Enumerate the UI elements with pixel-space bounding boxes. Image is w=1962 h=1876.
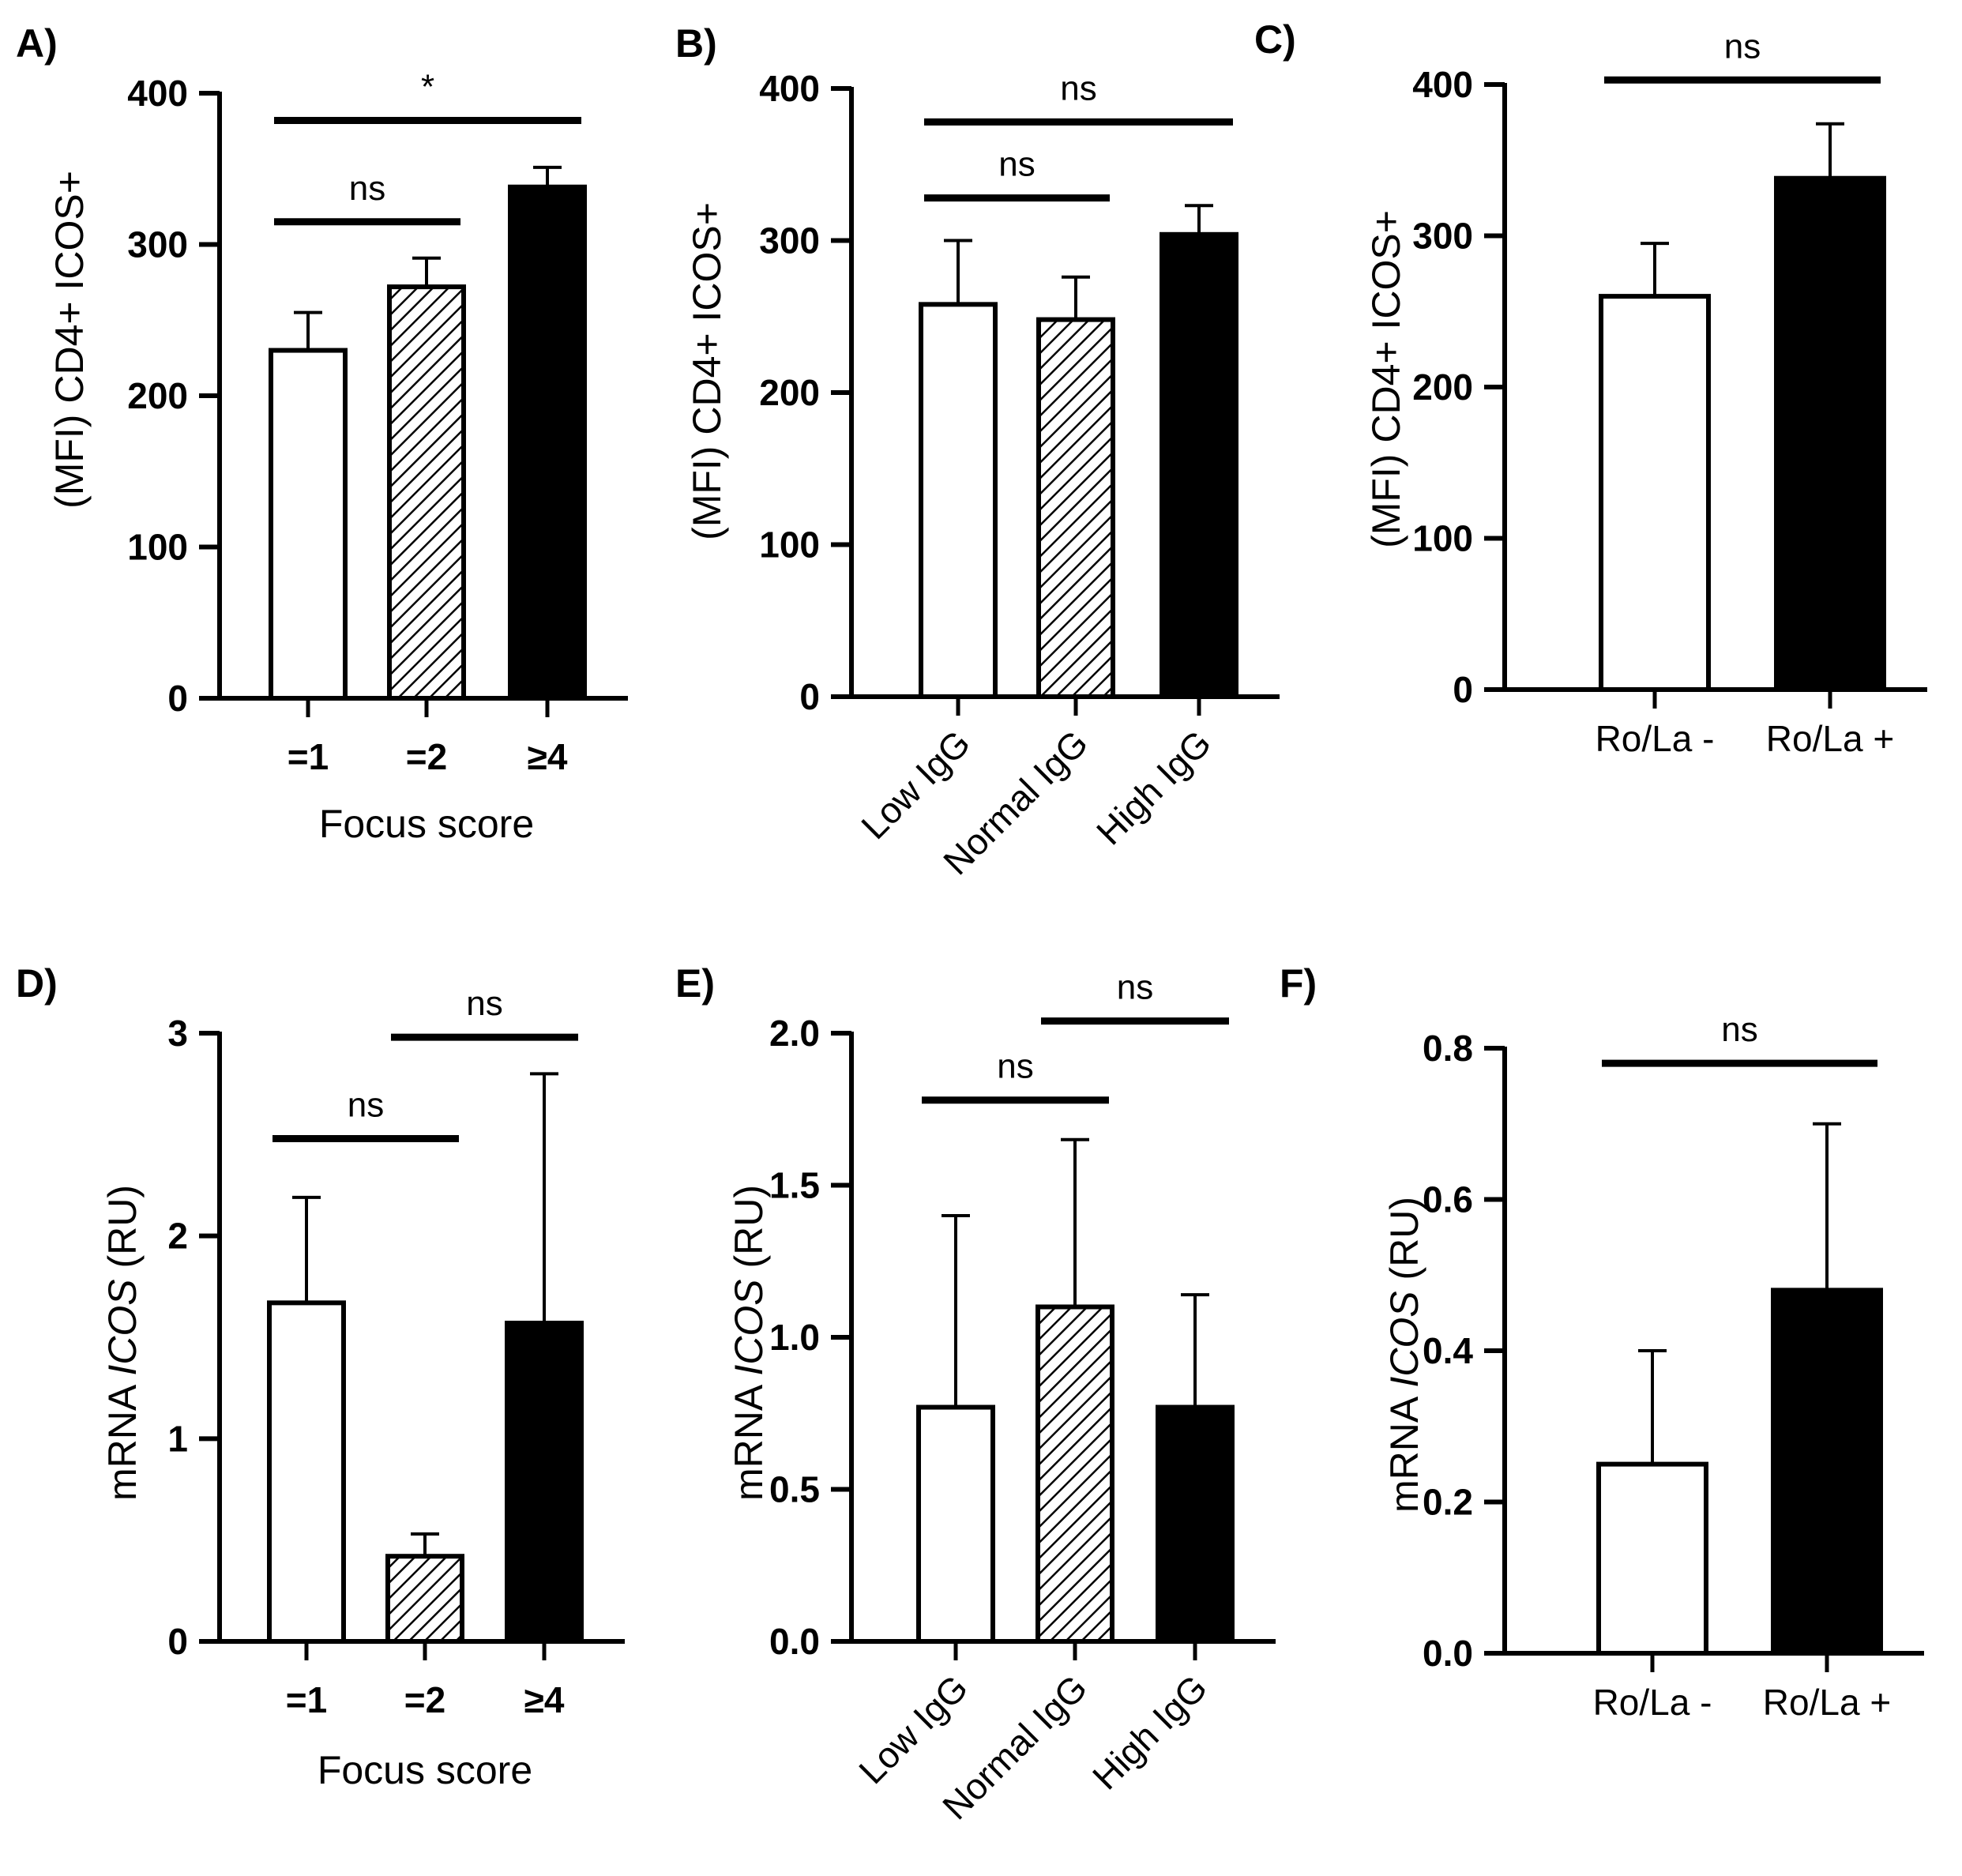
significance-label: ns bbox=[1060, 69, 1096, 107]
y-axis-title-part: ICOS bbox=[1382, 1291, 1426, 1387]
y-axis-title-part: mRNA bbox=[100, 1376, 145, 1501]
y-tick-label: 0.0 bbox=[769, 1621, 820, 1662]
bar-high-igg bbox=[1156, 1404, 1235, 1645]
bar-normal-igg bbox=[1036, 1304, 1114, 1644]
y-axis-title-part: ICOS bbox=[727, 1279, 771, 1375]
y-tick-label: 100 bbox=[127, 527, 188, 568]
panel-letter: C) bbox=[1254, 17, 1296, 62]
significance-label: ns bbox=[997, 1047, 1033, 1086]
category-label: Ro/La + bbox=[1766, 718, 1894, 759]
category-label: =1 bbox=[286, 1679, 327, 1720]
panel-letter: D) bbox=[16, 961, 58, 1006]
bar-4 bbox=[508, 184, 587, 701]
panel-a: A) 0 100 200 300 400 (MFI) CD4+ ICOS+ =1 =2 ≥4 Foc… bbox=[16, 21, 628, 846]
category-label: ≥4 bbox=[528, 736, 568, 777]
y-tick-label: 200 bbox=[127, 375, 188, 416]
y-tick-label: 1 bbox=[167, 1418, 188, 1459]
category-label: Ro/La - bbox=[1593, 1682, 1712, 1723]
significance-label: ns bbox=[1724, 27, 1761, 66]
y-tick-label: 300 bbox=[1412, 216, 1473, 257]
y-tick-label: 200 bbox=[1412, 367, 1473, 408]
y-tick-label: 0 bbox=[1453, 669, 1473, 710]
panel-d: D) 0 1 2 3 mRNA ICOS (RU) =1 =2 ≥4 Focus score ns n… bbox=[16, 961, 625, 1792]
category-label: =1 bbox=[288, 736, 329, 777]
y-axis-title-part: mRNA bbox=[727, 1376, 771, 1501]
panel-letter: E) bbox=[675, 961, 715, 1006]
y-axis-title-part: ICOS bbox=[100, 1279, 145, 1375]
y-tick-label: 0 bbox=[167, 678, 188, 719]
bar-low-igg bbox=[919, 302, 998, 699]
y-tick-label: 0 bbox=[167, 1621, 188, 1662]
panel-c: C) 0 100 200 300 400 (MFI) CD4+ ICOS+ Ro/La - Ro… bbox=[1254, 17, 1927, 759]
bar-2 bbox=[385, 1554, 464, 1644]
y-tick-label: 3 bbox=[167, 1013, 188, 1054]
y-axis-title: mRNA ICOS (RU) bbox=[100, 1185, 145, 1501]
category-label: =2 bbox=[406, 736, 447, 777]
y-axis-title: (MFI) CD4+ ICOS+ bbox=[47, 171, 92, 509]
category-label: ≥4 bbox=[524, 1679, 565, 1720]
y-tick-label: 2 bbox=[167, 1216, 188, 1257]
category-label: =2 bbox=[404, 1679, 445, 1720]
y-axis-title: mRNA ICOS (RU) bbox=[1382, 1197, 1426, 1513]
bar-ro-la bbox=[1599, 294, 1711, 692]
significance-label: ns bbox=[1117, 968, 1153, 1007]
category-label: Ro/La + bbox=[1763, 1682, 1891, 1723]
significance-label: * bbox=[421, 67, 434, 106]
y-tick-label: 0.2 bbox=[1423, 1482, 1473, 1523]
y-tick-label: 400 bbox=[1412, 64, 1473, 105]
significance-label: ns bbox=[1721, 1010, 1757, 1049]
significance-label: ns bbox=[348, 1085, 384, 1124]
y-tick-label: 1.5 bbox=[769, 1165, 820, 1206]
y-tick-label: 0.5 bbox=[769, 1469, 820, 1510]
y-axis-title-part: mRNA bbox=[1382, 1388, 1426, 1513]
bar-4 bbox=[505, 1321, 584, 1644]
y-tick-label: 100 bbox=[759, 524, 820, 566]
y-tick-label: 100 bbox=[1412, 518, 1473, 559]
y-axis-title-part: (RU) bbox=[100, 1185, 145, 1279]
bar-low-igg bbox=[916, 1404, 995, 1645]
y-tick-label: 200 bbox=[759, 372, 820, 413]
y-tick-label: 400 bbox=[759, 68, 820, 109]
panel-letter: F) bbox=[1280, 961, 1317, 1006]
category-label: Low IgG bbox=[853, 722, 978, 847]
y-tick-label: 400 bbox=[127, 73, 188, 114]
category-label: Low IgG bbox=[851, 1667, 975, 1791]
bar-high-igg bbox=[1160, 231, 1238, 699]
y-axis-title-part: (RU) bbox=[727, 1185, 771, 1279]
y-axis-title: (MFI) CD4+ ICOS+ bbox=[685, 202, 729, 540]
bar-ro-la bbox=[1596, 1461, 1708, 1656]
y-tick-label: 1.0 bbox=[769, 1317, 820, 1358]
bar-1 bbox=[269, 348, 348, 701]
significance-label: ns bbox=[466, 984, 502, 1023]
y-tick-label: 0.0 bbox=[1423, 1633, 1473, 1674]
significance-label: ns bbox=[998, 145, 1035, 184]
category-label: High IgG bbox=[1088, 722, 1219, 852]
y-tick-label: 300 bbox=[759, 220, 820, 261]
y-axis-title-part: (RU) bbox=[1382, 1197, 1426, 1291]
y-axis-title: (MFI) CD4+ ICOS+ bbox=[1364, 210, 1408, 548]
y-axis-title: mRNA ICOS (RU) bbox=[727, 1185, 771, 1501]
panel-f: F) 0.0 0.2 0.4 0.6 0.8 mRNA ICOS (RU) Ro/La - Ro… bbox=[1280, 961, 1924, 1723]
panel-letter: B) bbox=[675, 21, 717, 66]
bar-1 bbox=[267, 1300, 346, 1645]
category-label: High IgG bbox=[1084, 1667, 1215, 1797]
panel-letter: A) bbox=[16, 21, 58, 66]
y-tick-label: 300 bbox=[127, 224, 188, 265]
x-axis-title: Focus score bbox=[319, 802, 534, 846]
bar-normal-igg bbox=[1036, 317, 1115, 699]
bar-ro-la bbox=[1771, 1288, 1883, 1656]
y-tick-label: 0.6 bbox=[1423, 1179, 1473, 1220]
bar-2 bbox=[387, 284, 466, 701]
significance-label: ns bbox=[349, 169, 385, 208]
y-tick-label: 2.0 bbox=[769, 1013, 820, 1054]
bar-ro-la bbox=[1774, 175, 1886, 693]
y-tick-label: 0.8 bbox=[1423, 1028, 1473, 1069]
y-tick-label: 0 bbox=[799, 676, 820, 717]
x-axis-title: Focus score bbox=[318, 1748, 532, 1792]
category-label: Ro/La - bbox=[1596, 718, 1715, 759]
y-tick-label: 0.4 bbox=[1423, 1330, 1473, 1371]
